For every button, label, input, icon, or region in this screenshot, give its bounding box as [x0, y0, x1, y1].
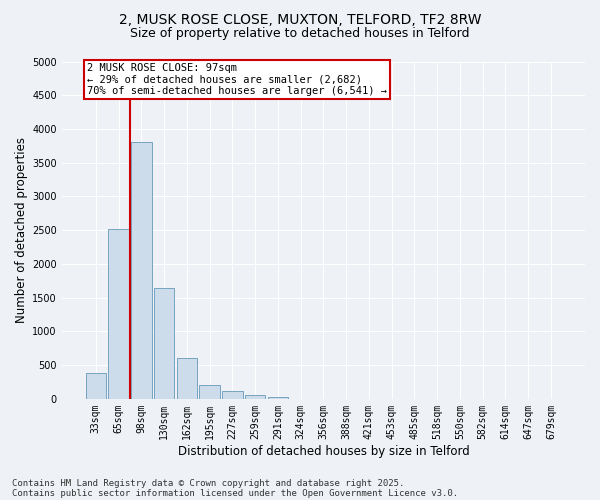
- Bar: [131, 142, 152, 399]
- Text: 2, MUSK ROSE CLOSE, MUXTON, TELFORD, TF2 8RW: 2, MUSK ROSE CLOSE, MUXTON, TELFORD, TF2…: [119, 12, 481, 26]
- Text: Contains public sector information licensed under the Open Government Licence v3: Contains public sector information licen…: [12, 488, 458, 498]
- Bar: [199, 386, 220, 399]
- Text: Size of property relative to detached houses in Telford: Size of property relative to detached ho…: [130, 28, 470, 40]
- Bar: [268, 397, 288, 399]
- Bar: [86, 373, 106, 399]
- Text: 2 MUSK ROSE CLOSE: 97sqm
← 29% of detached houses are smaller (2,682)
70% of sem: 2 MUSK ROSE CLOSE: 97sqm ← 29% of detach…: [86, 63, 386, 96]
- Bar: [245, 395, 265, 399]
- Bar: [222, 390, 242, 399]
- X-axis label: Distribution of detached houses by size in Telford: Distribution of detached houses by size …: [178, 444, 469, 458]
- Bar: [154, 288, 175, 399]
- Bar: [176, 358, 197, 399]
- Text: Contains HM Land Registry data © Crown copyright and database right 2025.: Contains HM Land Registry data © Crown c…: [12, 478, 404, 488]
- Y-axis label: Number of detached properties: Number of detached properties: [15, 137, 28, 323]
- Bar: [109, 229, 129, 399]
